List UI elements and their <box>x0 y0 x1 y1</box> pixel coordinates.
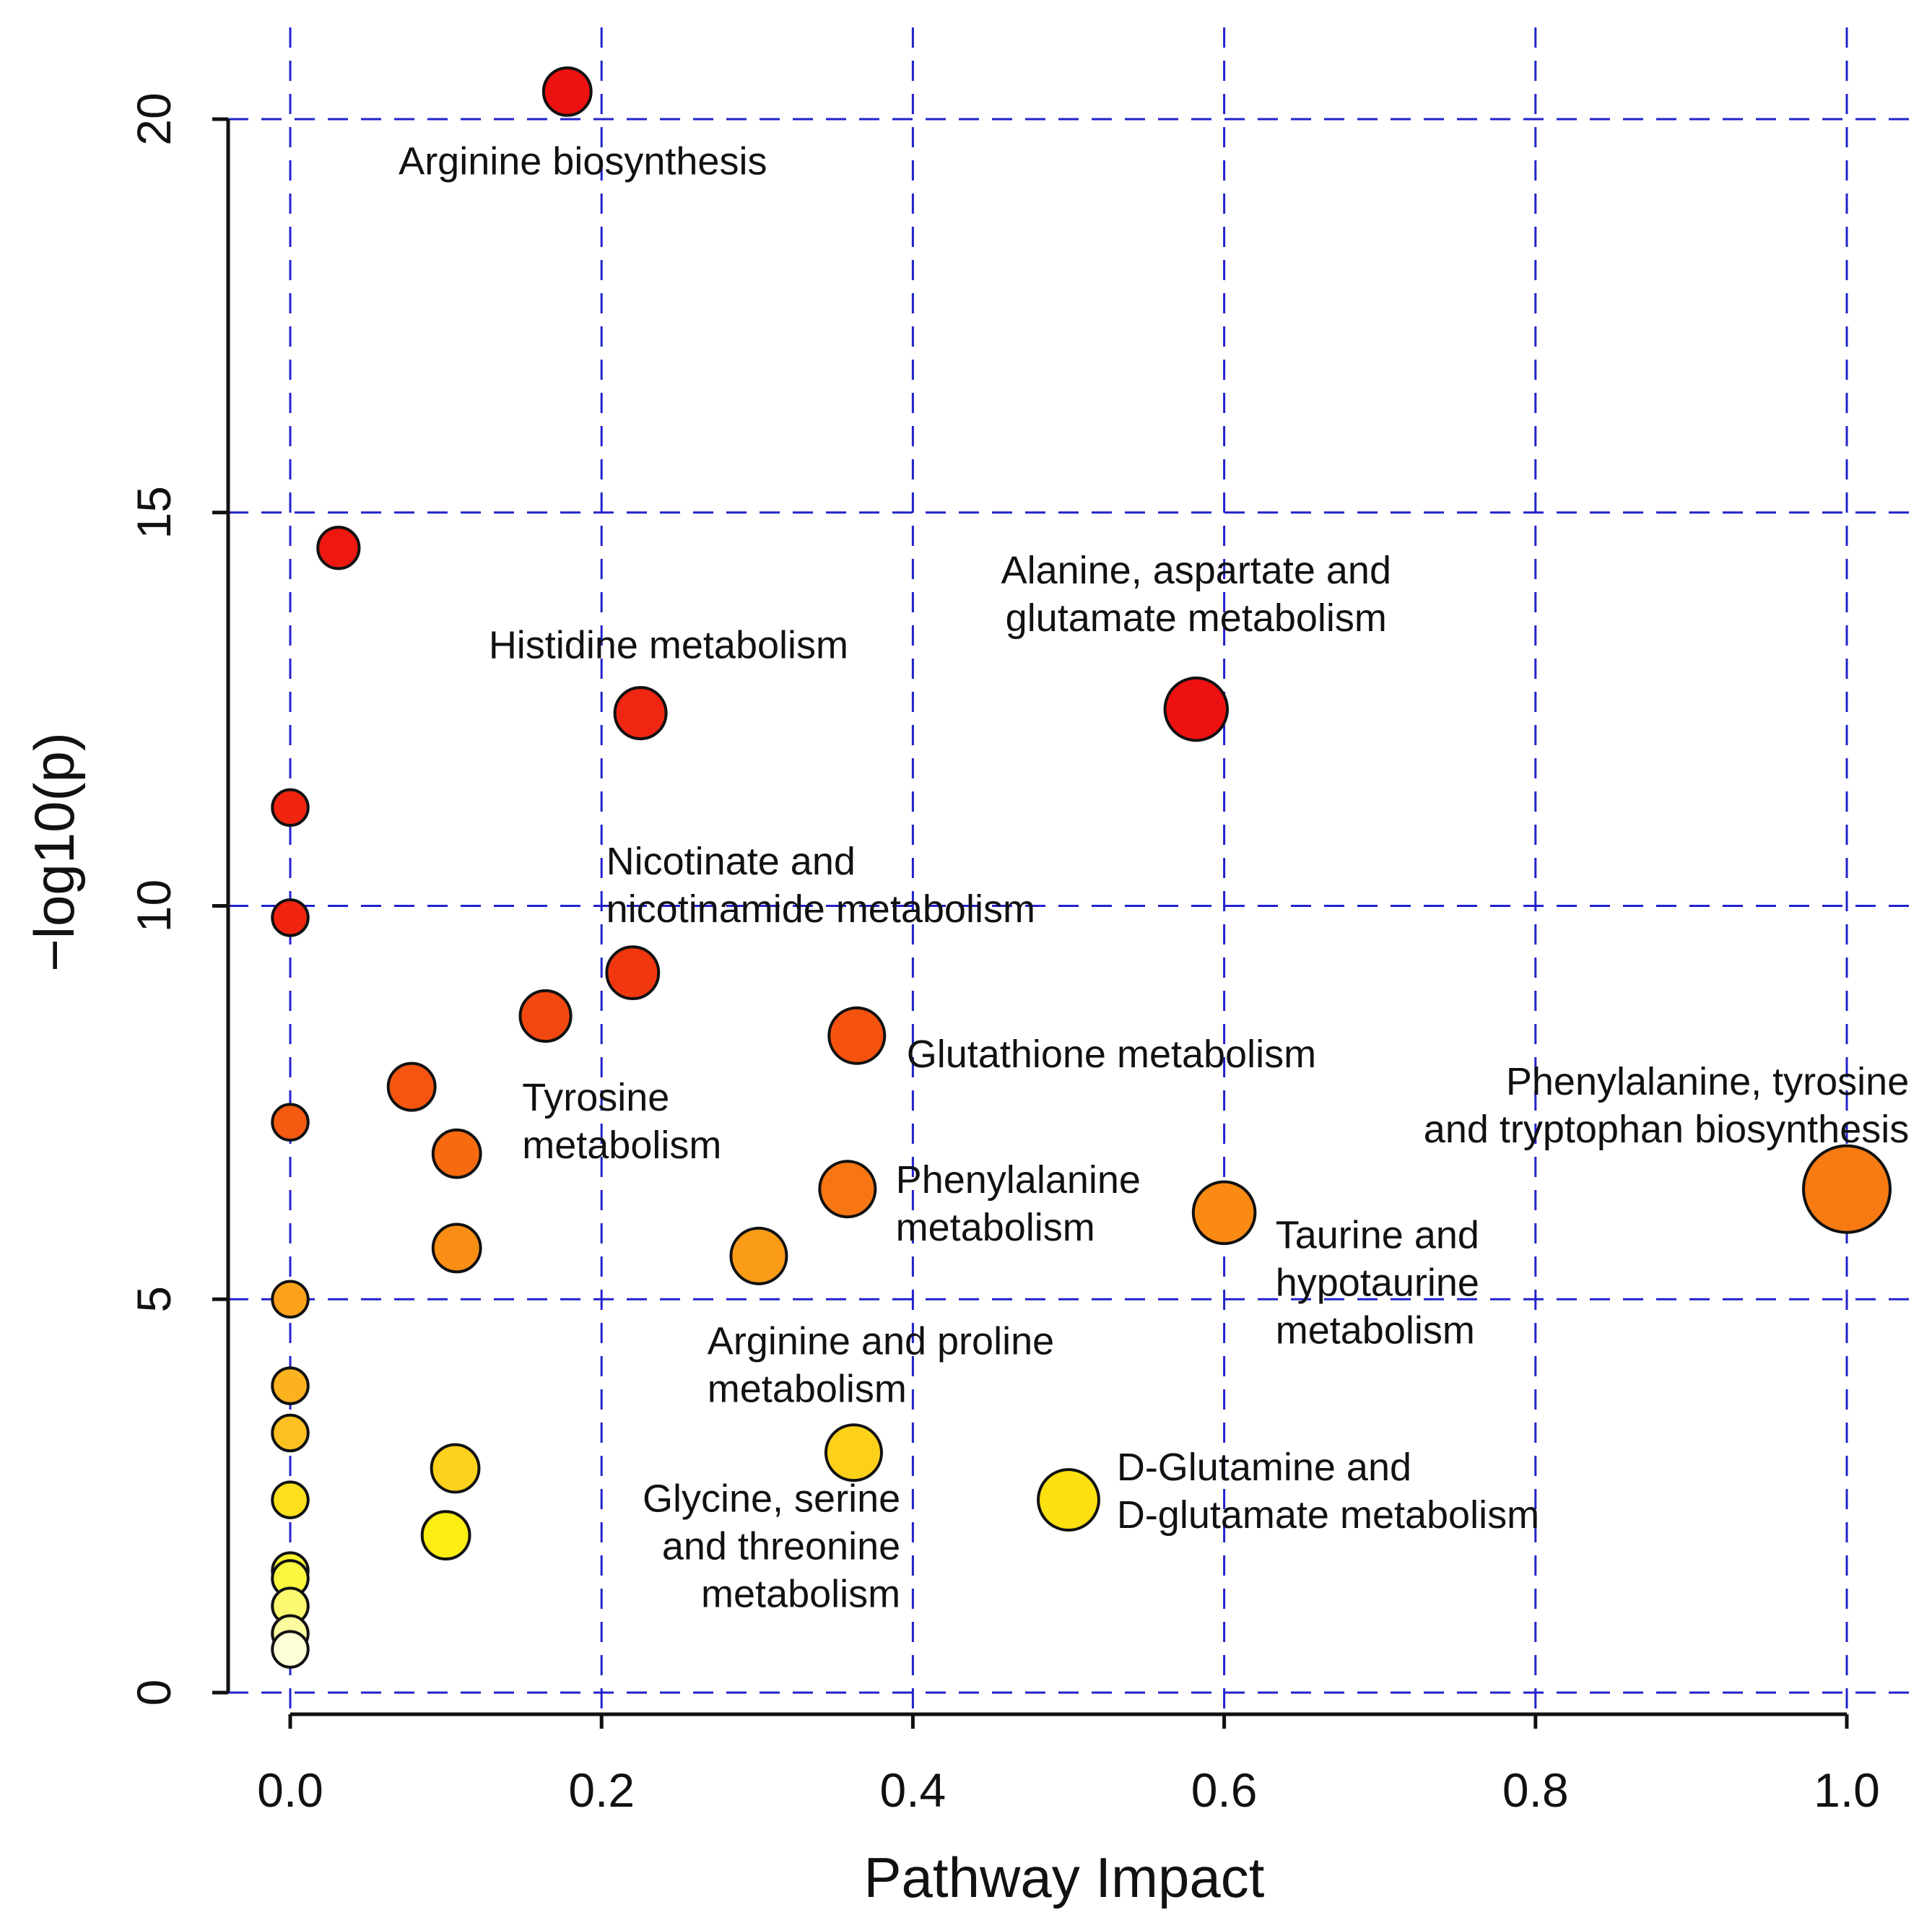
data-point-1 <box>316 526 361 570</box>
data-point-20 <box>430 1443 481 1494</box>
x-tick-label-1: 0.2 <box>568 1763 635 1817</box>
pathway-label-8: Taurine and hypotaurine metabolism <box>1276 1213 1479 1352</box>
data-point-5 <box>271 898 310 937</box>
pathway-label-9-line-1: metabolism <box>708 1368 907 1411</box>
pathway-label-3-line-0: Nicotinate and <box>606 840 856 883</box>
x-axis-title: Pathway Impact <box>864 1846 1265 1909</box>
x-tick-label-2: 0.4 <box>880 1763 947 1817</box>
data-point-19 <box>271 1413 310 1453</box>
pathway-label-7: Phenylalanine metabolism <box>896 1158 1141 1249</box>
pathway-label-5-line-1: metabolism <box>522 1124 721 1167</box>
pathway-label-1: Histidine metabolism <box>489 623 848 666</box>
data-point-17 <box>271 1280 310 1319</box>
data-point-7 <box>518 989 573 1043</box>
pathway-label-4-line-0: Glutathione metabolism <box>907 1033 1316 1076</box>
pathway-label-11: Glycine, serine and threonine metabolism <box>643 1477 900 1615</box>
pathway-label-10: D-Glutamine and D-glutamate metabolism <box>1117 1446 1539 1537</box>
pathway-label-2-line-1: glutamate metabolism <box>1006 596 1387 640</box>
pathway-label-7-line-0: Phenylalanine <box>896 1158 1141 1202</box>
x-tick-label-0: 0.0 <box>257 1763 323 1817</box>
y-tick-label-0: 0 <box>127 1680 180 1706</box>
x-tick-label-3: 0.6 <box>1191 1763 1258 1817</box>
x-tick-label-5: 1.0 <box>1814 1763 1880 1817</box>
data-point-6 <box>605 945 661 1001</box>
data-point-2 <box>613 686 668 741</box>
pathway-label-4: Glutathione metabolism <box>907 1033 1316 1076</box>
pathway-label-3: Nicotinate and nicotinamide metabolism <box>606 840 1035 931</box>
pathway-label-8-line-0: Taurine and <box>1276 1213 1479 1256</box>
pathway-label-9: Arginine and proline metabolism <box>708 1320 1054 1411</box>
pathway-label-7-line-1: metabolism <box>896 1206 1095 1249</box>
pathway-label-0-line-0: Arginine biosynthesis <box>399 139 767 183</box>
data-point-18 <box>271 1366 310 1405</box>
pathway-label-5-line-0: Tyrosine <box>522 1076 669 1119</box>
pathway-label-9-line-0: Arginine and proline <box>708 1320 1054 1363</box>
data-point-15 <box>431 1223 482 1274</box>
pathway-label-6: Phenylalanine, tyrosine and tryptophan bi… <box>1424 1060 1909 1151</box>
data-point-11 <box>431 1128 482 1179</box>
pathway-label-5: Tyrosine metabolism <box>522 1076 721 1167</box>
data-point-23 <box>1037 1468 1100 1532</box>
pathway-label-6-line-0: Phenylalanine, tyrosine <box>1506 1060 1909 1103</box>
pathway-label-0: Arginine biosynthesis <box>399 139 767 183</box>
data-point-22 <box>271 1480 310 1519</box>
data-point-10 <box>271 1103 310 1142</box>
points-layer <box>271 66 1892 1669</box>
pathway-label-11-line-0: Glycine, serine <box>643 1477 900 1520</box>
pathway-label-8-line-2: metabolism <box>1276 1308 1475 1352</box>
y-tick-label-3: 15 <box>127 486 180 539</box>
data-point-24 <box>420 1510 471 1561</box>
pathway-label-11-line-1: and threonine <box>662 1524 900 1568</box>
pathway-label-3-line-1: nicotinamide metabolism <box>606 887 1035 931</box>
data-point-13 <box>1802 1144 1892 1234</box>
y-tick-label-4: 20 <box>127 92 180 145</box>
pathway-label-2: Alanine, aspartate and glutamate metaboli… <box>1001 549 1391 640</box>
data-point-8 <box>827 1006 887 1065</box>
pathway-label-2-line-0: Alanine, aspartate and <box>1001 549 1391 592</box>
data-point-3 <box>1163 676 1230 742</box>
pathway-label-1-line-0: Histidine metabolism <box>489 623 848 666</box>
data-point-12 <box>818 1160 877 1219</box>
x-tick-label-4: 0.8 <box>1502 1763 1569 1817</box>
grid-layer <box>228 27 1913 1714</box>
y-tick-label-1: 5 <box>127 1286 180 1313</box>
pathway-label-10-line-0: D-Glutamine and <box>1117 1446 1411 1489</box>
data-point-21 <box>824 1423 883 1482</box>
annotation-layer: Arginine biosynthesis Histidine metabolis… <box>399 139 1909 1615</box>
data-point-14 <box>1191 1180 1257 1246</box>
pathway-label-6-line-1: and tryptophan biosynthesis <box>1424 1108 1909 1151</box>
pathway-label-10-line-1: D-glutamate metabolism <box>1117 1493 1539 1537</box>
data-point-0 <box>541 66 593 117</box>
data-point-4 <box>271 788 310 828</box>
y-axis-title: −log10(p) <box>22 732 86 972</box>
data-point-29 <box>271 1630 310 1669</box>
pathway-label-11-line-2: metabolism <box>701 1572 900 1615</box>
y-tick-label-2: 10 <box>127 880 180 932</box>
data-point-9 <box>386 1061 437 1112</box>
data-point-16 <box>729 1226 788 1285</box>
pathway-label-8-line-1: hypotaurine <box>1276 1261 1479 1304</box>
axes-layer: 0.0 0.2 0.4 0.6 0.8 1.0 0 5 10 15 20 <box>127 92 1880 1817</box>
